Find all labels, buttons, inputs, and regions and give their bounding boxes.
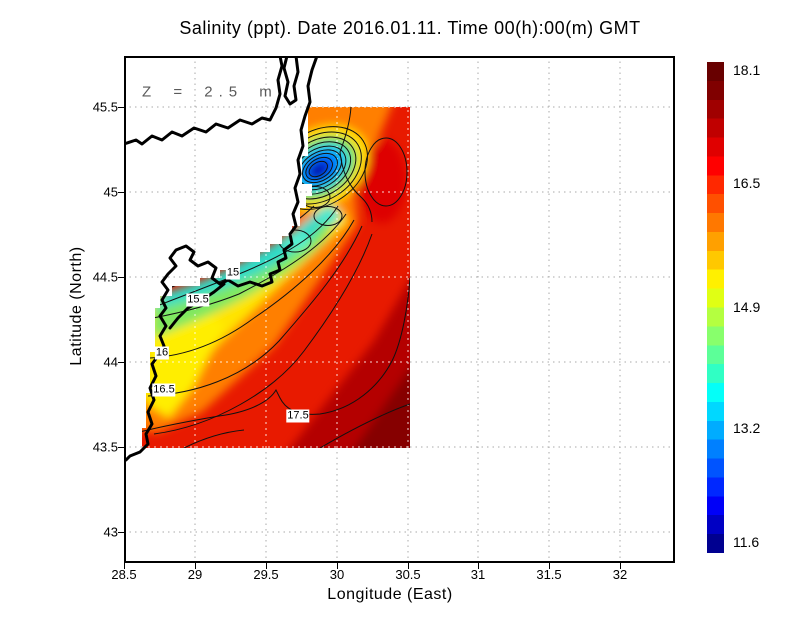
contour-label-17-5: 17.5	[286, 409, 310, 423]
x-tick-label: 29	[187, 567, 203, 582]
y-tick-mark	[118, 447, 124, 448]
y-tick-mark	[118, 277, 124, 278]
plot-area: Z = 2.5 m 15 15.5 16 16.5 17.5	[124, 56, 675, 563]
x-tick-label: 30.5	[395, 567, 421, 582]
x-tick-label: 31.5	[536, 567, 562, 582]
y-tick-mark	[118, 532, 124, 533]
y-tick-label: 44	[103, 354, 118, 370]
y-tick-mark	[118, 192, 124, 193]
y-tick-mark	[118, 362, 124, 363]
x-tick-mark	[478, 563, 479, 569]
map-canvas	[126, 58, 673, 561]
y-tick-label: 43.5	[92, 439, 118, 455]
y-tick-label: 43	[103, 524, 118, 540]
colorbar-tick-label: 18.1	[733, 62, 761, 78]
x-tick-mark	[620, 563, 621, 569]
x-tick-mark	[408, 563, 409, 569]
x-tick-label: 28.5	[111, 567, 137, 582]
colorbar-tick-label: 13.2	[733, 420, 761, 436]
x-tick-mark	[195, 563, 196, 569]
contour-label-16-5: 16.5	[152, 383, 176, 397]
contour-label-15: 15	[225, 266, 241, 280]
y-axis-label: Latitude (North)	[68, 246, 85, 366]
colorbar-tick-label: 11.6	[733, 534, 760, 550]
x-tick-mark	[549, 563, 550, 569]
figure-title: Salinity (ppt). Date 2016.01.11. Time 00…	[179, 18, 641, 38]
x-tick-label: 30	[329, 567, 345, 582]
x-tick-mark	[124, 563, 125, 569]
y-tick-label: 45.5	[92, 99, 118, 115]
x-tick-label: 32	[612, 567, 628, 582]
depth-annotation: Z = 2.5 m	[142, 83, 278, 101]
colorbar-tick-label: 16.5	[733, 175, 761, 191]
x-tick-mark	[337, 563, 338, 569]
x-tick-label: 31	[470, 567, 486, 582]
salinity-field	[142, 107, 410, 448]
contour-label-15-5: 15.5	[186, 293, 210, 307]
y-tick-mark	[118, 107, 124, 108]
contour-label-16: 16	[154, 346, 170, 360]
y-tick-label: 44.5	[92, 269, 118, 285]
colorbar-tick-label: 14.9	[733, 299, 761, 315]
x-tick-mark	[266, 563, 267, 569]
x-axis-label: Longitude (East)	[327, 586, 453, 603]
colorbar	[707, 62, 724, 553]
x-tick-label: 29.5	[253, 567, 279, 582]
y-tick-label: 45	[103, 184, 118, 200]
